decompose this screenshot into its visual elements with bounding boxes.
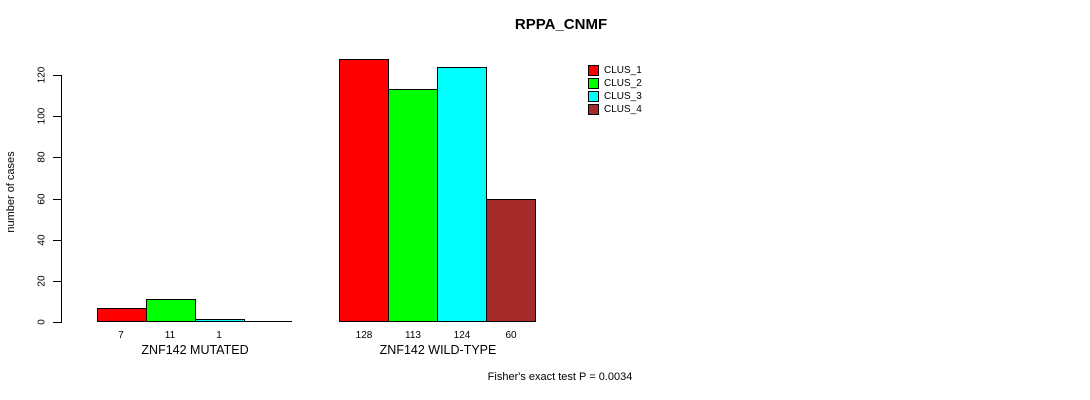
legend-row-clus-4: CLUS_4 [588, 103, 642, 116]
legend-label-clus-1: CLUS_1 [604, 65, 642, 76]
bar-znf142-wild-type-clus-1 [339, 59, 389, 322]
bar-group-znf142-wild-type [339, 59, 536, 322]
legend-label-clus-4: CLUS_4 [604, 104, 642, 115]
legend-swatch-clus-1 [588, 65, 599, 76]
legend-swatch-clus-4 [588, 104, 599, 115]
y-tick-mark-80 [53, 157, 61, 158]
legend-label-clus-2: CLUS_2 [604, 78, 642, 89]
y-axis-label: number of cases [5, 151, 17, 233]
y-tick-mark-100 [53, 116, 61, 117]
bar-znf142-mutated-clus-1 [97, 308, 147, 322]
legend: CLUS_1 CLUS_2 CLUS_3 CLUS_4 [588, 64, 642, 116]
y-tick-mark-0 [53, 322, 61, 323]
legend-row-clus-2: CLUS_2 [588, 77, 642, 90]
bar-znf142-wild-type-clus-2 [388, 89, 438, 322]
y-tick-mark-60 [53, 199, 61, 200]
chart-title: RPPA_CNMF [514, 16, 608, 33]
y-tick-mark-40 [53, 240, 61, 241]
y-tick-label-60: 60 [36, 193, 48, 205]
stat-annotation: Fisher's exact test P = 0.0034 [487, 371, 633, 383]
bar-value-label-znf142-mutated-clus-2: 11 [164, 330, 176, 341]
x-category-label-znf142-mutated: ZNF142 MUTATED [141, 343, 249, 357]
y-tick-mark-20 [53, 281, 61, 282]
bar-znf142-mutated-clus-2 [146, 299, 196, 322]
bar-value-label-znf142-wild-type-clus-1: 128 [355, 330, 373, 341]
y-tick-label-120: 120 [36, 66, 48, 84]
y-tick-label-20: 20 [36, 275, 48, 287]
bar-group-znf142-mutated [97, 299, 292, 322]
bar-znf142-mutated-clus-4 [244, 321, 292, 322]
legend-swatch-clus-3 [588, 91, 599, 102]
bar-value-label-znf142-mutated-clus-3: 1 [216, 330, 222, 341]
bar-value-label-znf142-wild-type-clus-3: 124 [453, 330, 471, 341]
legend-row-clus-3: CLUS_3 [588, 90, 642, 103]
legend-label-clus-3: CLUS_3 [604, 91, 642, 102]
y-tick-label-0: 0 [36, 319, 48, 325]
x-category-label-znf142-wild-type: ZNF142 WILD-TYPE [379, 343, 497, 357]
y-axis-line [61, 75, 62, 323]
bar-znf142-wild-type-clus-4 [486, 199, 536, 322]
bar-znf142-mutated-clus-3 [195, 319, 245, 322]
bar-value-label-znf142-wild-type-clus-2: 113 [405, 330, 421, 341]
bar-value-label-znf142-mutated-clus-1: 7 [118, 330, 124, 341]
y-tick-label-40: 40 [36, 234, 48, 246]
legend-swatch-clus-2 [588, 78, 599, 89]
bar-znf142-wild-type-clus-3 [437, 67, 487, 322]
y-tick-label-100: 100 [36, 107, 48, 125]
y-tick-label-80: 80 [36, 151, 48, 163]
bar-value-label-znf142-wild-type-clus-4: 60 [505, 330, 517, 341]
y-tick-mark-120 [53, 75, 61, 76]
legend-row-clus-1: CLUS_1 [588, 64, 642, 77]
